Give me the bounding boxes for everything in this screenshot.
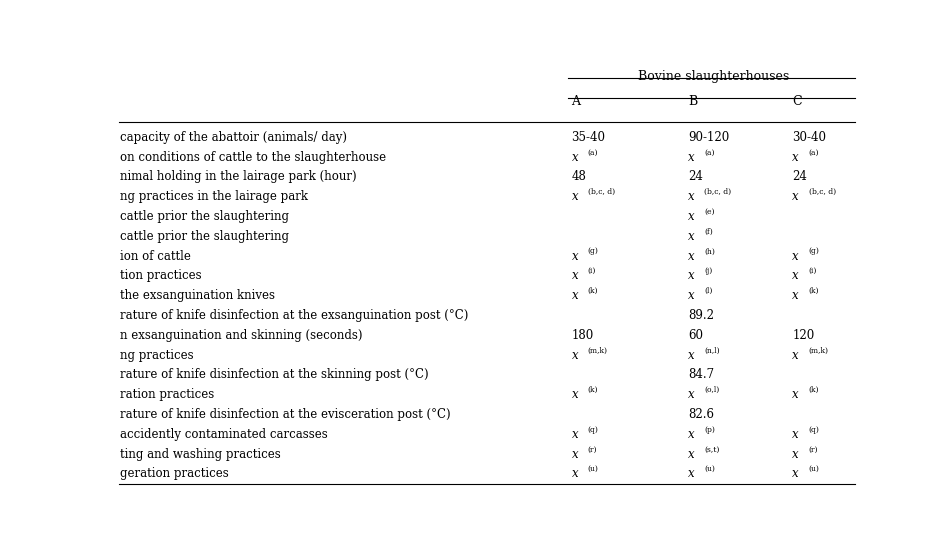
Text: (h): (h) — [704, 248, 715, 255]
Text: x: x — [792, 388, 799, 401]
Text: x: x — [688, 190, 694, 203]
Text: x: x — [792, 349, 799, 362]
Text: (e): (e) — [704, 208, 714, 216]
Text: x: x — [572, 467, 579, 480]
Text: ion of cattle: ion of cattle — [121, 249, 191, 263]
Text: x: x — [688, 210, 694, 223]
Text: (k): (k) — [588, 287, 598, 295]
Text: ng practices: ng practices — [121, 349, 194, 362]
Text: (r): (r) — [588, 446, 598, 453]
Text: (s,t): (s,t) — [704, 446, 719, 453]
Text: 90-120: 90-120 — [688, 131, 729, 144]
Text: C: C — [792, 95, 802, 108]
Text: cattle prior the slaughtering: cattle prior the slaughtering — [121, 230, 289, 243]
Text: 30-40: 30-40 — [792, 131, 826, 144]
Text: (b,c, d): (b,c, d) — [704, 188, 732, 196]
Text: x: x — [688, 230, 694, 243]
Text: (k): (k) — [588, 386, 598, 394]
Text: (f): (f) — [704, 228, 712, 236]
Text: (b,c, d): (b,c, d) — [588, 188, 615, 196]
Text: tion practices: tion practices — [121, 269, 201, 282]
Text: x: x — [572, 428, 579, 441]
Text: x: x — [792, 249, 799, 263]
Text: (k): (k) — [808, 386, 819, 394]
Text: x: x — [572, 349, 579, 362]
Text: nimal holding in the lairage park (hour): nimal holding in the lairage park (hour) — [121, 170, 357, 183]
Text: n exsanguination and skinning (seconds): n exsanguination and skinning (seconds) — [121, 329, 363, 342]
Text: (u): (u) — [808, 465, 820, 473]
Text: x: x — [792, 269, 799, 282]
Text: x: x — [572, 269, 579, 282]
Text: (i): (i) — [588, 267, 596, 275]
Text: 60: 60 — [688, 329, 703, 342]
Text: (k): (k) — [808, 287, 819, 295]
Text: on conditions of cattle to the slaughterhouse: on conditions of cattle to the slaughter… — [121, 150, 387, 164]
Text: (j): (j) — [704, 267, 712, 275]
Text: (q): (q) — [808, 425, 820, 434]
Text: cattle prior the slaughtering: cattle prior the slaughtering — [121, 210, 289, 223]
Text: Bovine slaughterhouses: Bovine slaughterhouses — [637, 70, 788, 83]
Text: (r): (r) — [808, 446, 818, 453]
Text: 82.6: 82.6 — [688, 408, 713, 421]
Text: x: x — [792, 190, 799, 203]
Text: (g): (g) — [588, 248, 598, 255]
Text: 24: 24 — [792, 170, 808, 183]
Text: x: x — [572, 249, 579, 263]
Text: x: x — [688, 428, 694, 441]
Text: (u): (u) — [588, 465, 598, 473]
Text: x: x — [792, 289, 799, 302]
Text: (l): (l) — [704, 287, 712, 295]
Text: x: x — [572, 150, 579, 164]
Text: x: x — [792, 150, 799, 164]
Text: x: x — [572, 289, 579, 302]
Text: ration practices: ration practices — [121, 388, 215, 401]
Text: (o,l): (o,l) — [704, 386, 719, 394]
Text: x: x — [572, 388, 579, 401]
Text: (n,l): (n,l) — [704, 347, 720, 354]
Text: (a): (a) — [704, 149, 714, 157]
Text: x: x — [688, 349, 694, 362]
Text: B: B — [688, 95, 697, 108]
Text: x: x — [792, 467, 799, 480]
Text: A: A — [572, 95, 580, 108]
Text: 120: 120 — [792, 329, 815, 342]
Text: rature of knife disinfection at the skinning post (°C): rature of knife disinfection at the skin… — [121, 368, 428, 381]
Text: ting and washing practices: ting and washing practices — [121, 448, 281, 461]
Text: x: x — [688, 269, 694, 282]
Text: rature of knife disinfection at the evisceration post (°C): rature of knife disinfection at the evis… — [121, 408, 451, 421]
Text: 35-40: 35-40 — [572, 131, 605, 144]
Text: (g): (g) — [808, 248, 820, 255]
Text: (b,c, d): (b,c, d) — [808, 188, 836, 196]
Text: (p): (p) — [704, 425, 715, 434]
Text: 84.7: 84.7 — [688, 368, 714, 381]
Text: (u): (u) — [704, 465, 715, 473]
Text: x: x — [688, 289, 694, 302]
Text: 24: 24 — [688, 170, 703, 183]
Text: capacity of the abattoir (animals/ day): capacity of the abattoir (animals/ day) — [121, 131, 347, 144]
Text: the exsanguination knives: the exsanguination knives — [121, 289, 276, 302]
Text: x: x — [572, 190, 579, 203]
Text: rature of knife disinfection at the exsanguination post (°C): rature of knife disinfection at the exsa… — [121, 309, 468, 322]
Text: ng practices in the lairage park: ng practices in the lairage park — [121, 190, 308, 203]
Text: (a): (a) — [808, 149, 819, 157]
Text: x: x — [688, 448, 694, 461]
Text: geration practices: geration practices — [121, 467, 229, 480]
Text: x: x — [688, 249, 694, 263]
Text: accidently contaminated carcasses: accidently contaminated carcasses — [121, 428, 328, 441]
Text: x: x — [688, 388, 694, 401]
Text: 89.2: 89.2 — [688, 309, 713, 322]
Text: x: x — [792, 448, 799, 461]
Text: (m,k): (m,k) — [808, 347, 828, 354]
Text: (q): (q) — [588, 425, 598, 434]
Text: 180: 180 — [572, 329, 594, 342]
Text: x: x — [688, 150, 694, 164]
Text: (a): (a) — [588, 149, 598, 157]
Text: 48: 48 — [572, 170, 586, 183]
Text: x: x — [572, 448, 579, 461]
Text: x: x — [792, 428, 799, 441]
Text: x: x — [688, 467, 694, 480]
Text: (i): (i) — [808, 267, 817, 275]
Text: (m,k): (m,k) — [588, 347, 608, 354]
